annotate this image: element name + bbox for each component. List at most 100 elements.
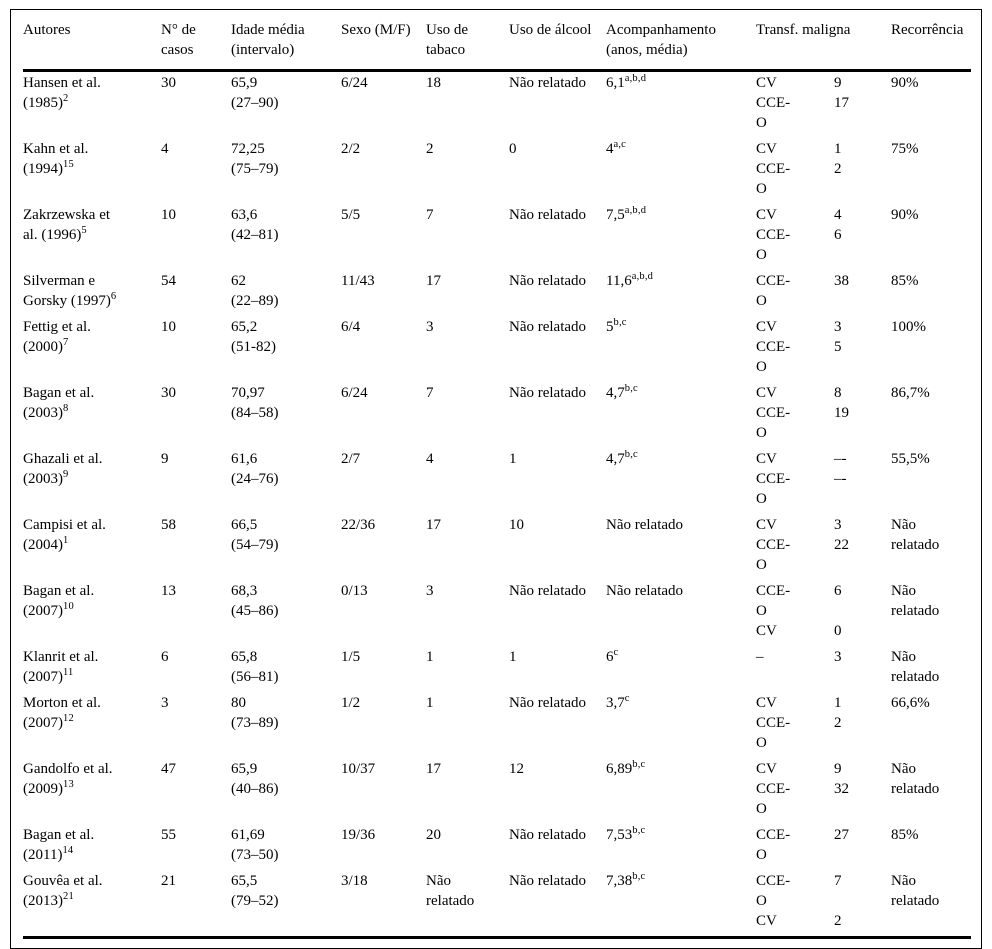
transf-pair: CCE-O 5 — [756, 337, 877, 377]
author-ref: 12 — [63, 713, 74, 724]
transf-tipo: CV — [756, 385, 777, 401]
uso-tabaco-valor: 7 — [426, 385, 434, 401]
cell-transf-maligna: CCE-O 6 CV 0 — [756, 580, 891, 646]
table-header: Autores N° de casos Idade média (intervalo… — [23, 10, 971, 71]
cell-uso-alcool: Não relatado — [509, 270, 606, 316]
recorrencia-valor: Não relatado — [891, 873, 940, 909]
transf-n: –- — [834, 451, 847, 467]
author-ref: 5 — [81, 225, 87, 236]
col-header-alcool: Uso de álcool — [509, 22, 592, 38]
idade-intervalo: (54–79) — [231, 537, 279, 553]
col-header-recorr: Recorrência — [891, 22, 964, 38]
cell-num-casos: 6 — [161, 649, 169, 665]
cell-acompanhamento: Não relatado — [606, 517, 684, 533]
transf-n: 0 — [834, 623, 842, 639]
cell-sexo: 19/36 — [341, 827, 376, 843]
cell-uso-tabaco: 17 — [426, 514, 509, 580]
cell-sexo: 3/18 — [341, 873, 368, 889]
author-name: Hansen et al. (1985)2 — [23, 75, 101, 111]
cell-recorrencia: Não relatado — [891, 580, 971, 646]
cell-acompanhamento: 4,7b,c — [606, 383, 638, 401]
cell-uso-alcool: Não relatado — [509, 204, 606, 270]
author-name: Bagan et al. (2003)8 — [23, 385, 95, 421]
header-row: Autores N° de casos Idade média (intervalo… — [23, 10, 971, 71]
author-ref: 21 — [63, 891, 74, 902]
cell-autores: Fettig et al. (2000)7 — [23, 316, 161, 382]
recorrencia-valor: 75% — [891, 141, 919, 157]
transf-pair: CV 1 — [756, 139, 877, 159]
cell-autores: Gandolfo et al. (2009)13 — [23, 758, 161, 824]
uso-tabaco-valor: 1 — [426, 695, 434, 711]
table-row: Kahn et al. (1994)15 4 72,25 (75–79) 2/2 2 0 4a… — [23, 138, 971, 204]
author-name: Gandolfo et al. (2009)13 — [23, 761, 113, 797]
transf-n: 22 — [834, 537, 849, 553]
cell-idade-media: 61,69 (73–50) — [231, 824, 341, 870]
cell-num-casos: 13 — [161, 583, 176, 599]
transf-pair: CV 9 — [756, 759, 877, 779]
author-ref: 9 — [63, 469, 69, 480]
cell-acompanhamento: 11,6a,b,d — [606, 271, 654, 289]
transf-tipo: CV — [756, 913, 777, 929]
cell-sexo: 6/4 — [341, 319, 361, 335]
cell-num-casos: 9 — [161, 451, 169, 467]
author-name: Fettig et al. (2000)7 — [23, 319, 91, 355]
acompanhamento-nota: b,c — [624, 383, 638, 394]
transf-tipo: CV — [756, 141, 777, 157]
acompanhamento-nota: a,b,d — [631, 271, 654, 282]
col-header-casos: N° de casos — [161, 22, 196, 58]
cell-idade-media: 65,9 (27–90) — [231, 71, 341, 139]
idade-media-valor: 61,69 — [231, 827, 265, 843]
cell-idade-media: 61,6 (24–76) — [231, 448, 341, 514]
transf-pair: CCE-O 17 — [756, 93, 877, 133]
author-ref: 7 — [63, 337, 69, 348]
author-name: Bagan et al. (2007)10 — [23, 583, 95, 619]
cell-acompanhamento: 3,7c — [606, 693, 630, 711]
transf-pair: CCE-O 27 — [756, 825, 877, 865]
recorrencia-valor: Não relatado — [891, 761, 940, 797]
cell-autores: Hansen et al. (1985)2 — [23, 71, 161, 139]
cell-autores: Campisi et al. (2004)1 — [23, 514, 161, 580]
recorrencia-valor: Não relatado — [891, 583, 940, 619]
transf-pair: CV 1 — [756, 693, 877, 713]
cell-num-casos: 3 — [161, 695, 169, 711]
cell-transf-maligna: CV –- CCE-O –- — [756, 448, 891, 514]
cell-uso-tabaco: 1 — [426, 646, 509, 692]
transf-pair: CCE-O 7 — [756, 871, 877, 911]
transf-n: 2 — [834, 913, 842, 929]
idade-media-valor: 61,6 — [231, 451, 258, 467]
cell-recorrencia: 90% — [891, 71, 971, 139]
cell-uso-alcool: Não relatado — [509, 316, 606, 382]
acompanhamento-nota: a,b,d — [624, 205, 647, 216]
idade-intervalo: (40–86) — [231, 781, 279, 797]
transf-pair: CV 2 — [756, 911, 877, 931]
uso-tabaco-valor: 1 — [426, 649, 434, 665]
transf-tipo: CCE-O — [756, 781, 791, 817]
recorrencia-valor: 66,6% — [891, 695, 930, 711]
transf-pair: CCE-O 19 — [756, 403, 877, 443]
cell-uso-tabaco: 20 — [426, 824, 509, 870]
transf-n: 32 — [834, 781, 849, 797]
cell-recorrencia: Não relatado — [891, 870, 971, 938]
transf-tipo: CV — [756, 623, 777, 639]
transf-pair: CV 0 — [756, 621, 877, 641]
idade-intervalo: (56–81) — [231, 669, 279, 685]
cell-autores: Bagan et al. (2011)14 — [23, 824, 161, 870]
uso-alcool-valor: 10 — [509, 517, 524, 533]
cell-acompanhamento: 4,7b,c — [606, 449, 638, 467]
transf-tipo: CV — [756, 695, 777, 711]
cell-uso-alcool: 1 — [509, 646, 606, 692]
table-row: Silverman e Gorsky (1997)6 54 62 (22–89) 11/… — [23, 270, 971, 316]
transf-tipo: CV — [756, 451, 777, 467]
studies-table: Autores N° de casos Idade média (intervalo… — [23, 10, 971, 939]
transf-pair: CCE-O 6 — [756, 581, 877, 621]
uso-tabaco-valor: 3 — [426, 319, 434, 335]
author-name: Bagan et al. (2011)14 — [23, 827, 95, 863]
cell-recorrencia: 90% — [891, 204, 971, 270]
transf-n: 9 — [834, 761, 842, 777]
cell-autores: Kahn et al. (1994)15 — [23, 138, 161, 204]
cell-uso-tabaco: 17 — [426, 758, 509, 824]
cell-sexo: 0/13 — [341, 583, 368, 599]
cell-uso-tabaco: 7 — [426, 204, 509, 270]
uso-alcool-valor: 0 — [509, 141, 517, 157]
cell-num-casos: 47 — [161, 761, 176, 777]
